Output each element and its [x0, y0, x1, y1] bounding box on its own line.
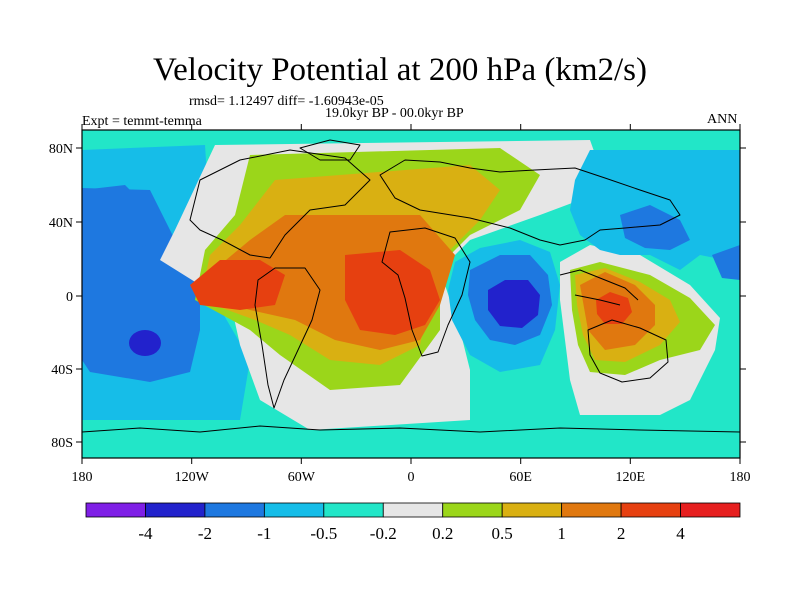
polar-band	[82, 438, 740, 458]
colorbar-label: 1	[557, 524, 566, 543]
coastlines	[82, 139, 740, 433]
npac-neg-2b	[712, 245, 740, 280]
lon-label: 120W	[175, 470, 210, 485]
lon-label: 120E	[616, 470, 646, 485]
rmsd-diff-text: rmsd= 1.12497 diff= -1.60943e-05	[189, 94, 384, 109]
colorbar-box	[85, 502, 146, 518]
colorbar-labels: -4 -2 -1 -0.5 -0.2 0.2 0.5 1 2 4	[138, 524, 685, 543]
plot-title: Velocity Potential at 200 hPa (km2/s)	[152, 52, 648, 88]
lon-labels: 180 120W 60W 0 60E 120E 180	[72, 470, 751, 485]
colorbar-box	[501, 502, 563, 518]
atlantic-pos-4a	[190, 260, 285, 310]
time-period-text: 19.0kyr BP - 00.0kyr BP	[325, 106, 464, 121]
eurasia-coast	[379, 159, 681, 246]
pacific-neg-3	[129, 330, 161, 356]
lon-label: 60E	[509, 470, 532, 485]
indian-neg-3	[488, 280, 540, 328]
season-label: ANN	[707, 112, 738, 127]
colorbar-label: -1	[257, 524, 271, 543]
colorbar-box	[263, 502, 325, 518]
contour-fill-layer	[82, 130, 740, 458]
lat-label: 0	[66, 290, 73, 305]
npac-neg-2	[620, 205, 690, 250]
lon-label: 180	[72, 470, 93, 485]
pacific-neg-2b	[82, 185, 160, 255]
colorbar-label: 0.5	[492, 524, 513, 543]
experiment-label: Expt = temmt-temma	[82, 114, 202, 129]
maritime-pos-4	[596, 292, 632, 324]
colorbar-box	[442, 502, 503, 518]
lat-label: 40S	[51, 363, 73, 378]
lat-label: 80N	[49, 142, 73, 157]
lat-labels: 80N 40N 0 40S 80S	[49, 142, 73, 451]
colorbar-box	[680, 502, 741, 518]
lat-label: 40N	[49, 216, 73, 231]
north-america-coast	[189, 149, 371, 259]
colorbar-label: -4	[138, 524, 153, 543]
australia-coast	[587, 319, 669, 383]
colorbar-box	[323, 502, 384, 518]
lat-label: 80S	[51, 436, 73, 451]
africa-coast	[381, 227, 471, 357]
lon-label: 0	[408, 470, 415, 485]
colorbar-label: 4	[676, 524, 685, 543]
greenland-coast	[299, 139, 361, 161]
south-america-coast	[254, 267, 321, 409]
colorbar-box	[145, 502, 206, 518]
maritime-islands-coast	[559, 269, 639, 306]
colorbar-box	[620, 502, 681, 518]
colorbar	[85, 502, 741, 518]
colorbar-label: -0.2	[370, 524, 397, 543]
colorbar-label: -0.5	[310, 524, 337, 543]
lon-label: 180	[730, 470, 751, 485]
antarctica-coast	[82, 425, 740, 433]
atlantic-pos-4b	[345, 250, 440, 335]
axis-ticks	[76, 124, 746, 464]
colorbar-box	[204, 502, 265, 518]
lon-label: 60W	[288, 470, 316, 485]
colorbar-box	[382, 502, 444, 518]
colorbar-label: 0.2	[432, 524, 453, 543]
colorbar-label: -2	[198, 524, 212, 543]
colorbar-box	[561, 502, 622, 518]
colorbar-label: 2	[617, 524, 626, 543]
